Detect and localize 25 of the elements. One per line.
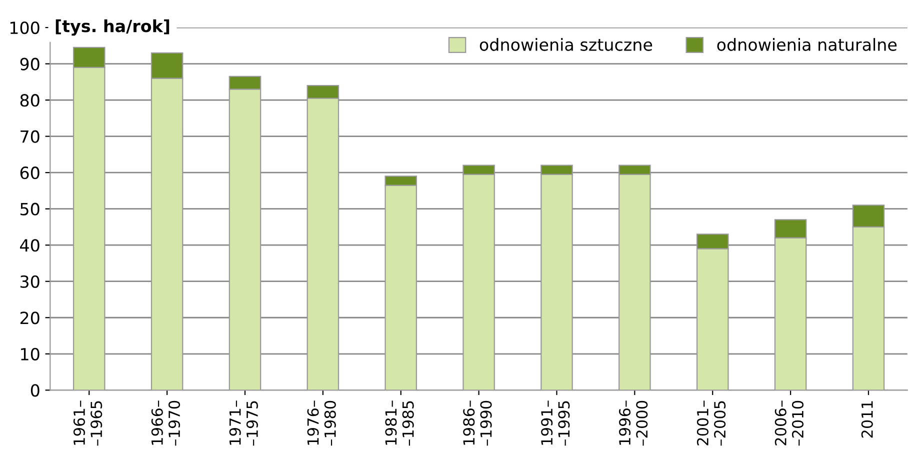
y-tick-label: 80 [20,94,40,107]
y-tick-label: 70 [20,130,40,143]
y-tick-label: 100 [10,22,40,34]
x-tick-label: 1976– –1980 [307,400,336,446]
x-tick-label: 2006– –2010 [774,400,804,446]
y-tick-label: 90 [20,58,40,70]
legend-label: odnowienia sztuczne [480,38,652,51]
y-tick-label: 30 [20,275,40,288]
x-tick-label: 2001– –2005 [696,400,726,446]
y-axis-title: [tys. ha/rok] [56,19,170,36]
x-tick-label: 1991– –1995 [541,400,570,446]
x-tick-label: 2011 [861,401,873,438]
y-tick-label: 50 [20,202,40,216]
x-tick-label: 1961– –1965 [73,400,102,446]
legend-label: odnowienia naturalne [717,38,897,51]
y-tick-label: 20 [20,312,40,324]
x-tick-label: 1971– –1975 [229,400,258,446]
x-tick-label: 1981– –1985 [385,400,414,446]
y-tick-label: 10 [21,348,40,360]
y-tick-label: 0 [30,384,40,397]
x-tick-label: 1986– –1990 [463,400,492,446]
x-tick-label: 1996– –2000 [618,400,648,446]
x-tick-label: 1966– –1970 [151,400,180,446]
y-tick-label: 60 [20,166,40,180]
y-tick-label: 40 [20,239,40,252]
